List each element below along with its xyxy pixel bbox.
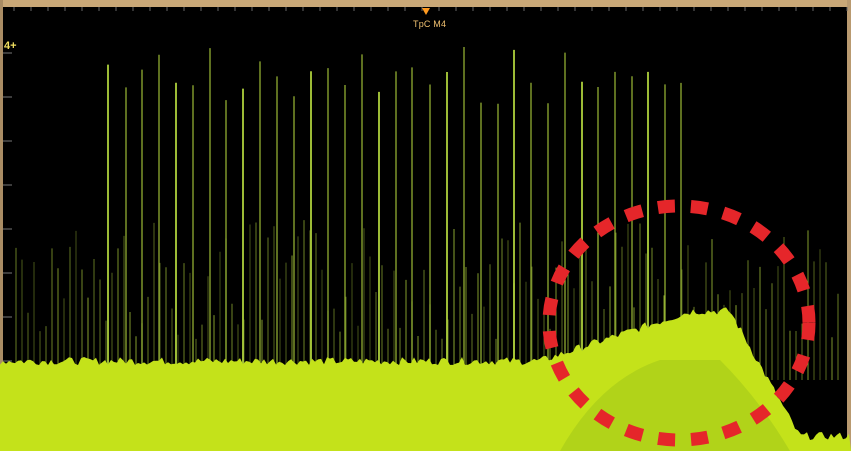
trigger-marker-icon[interactable]: [422, 8, 430, 15]
grid: [3, 7, 848, 450]
top-frame: [0, 0, 851, 7]
noise-band: [0, 307, 851, 451]
trigger-label: TpC M4: [413, 19, 447, 29]
highlight-circle: [542, 199, 816, 447]
right-frame: [847, 0, 851, 451]
channel-ground-marker[interactable]: 4+: [4, 40, 17, 52]
left-frame: [0, 0, 3, 451]
